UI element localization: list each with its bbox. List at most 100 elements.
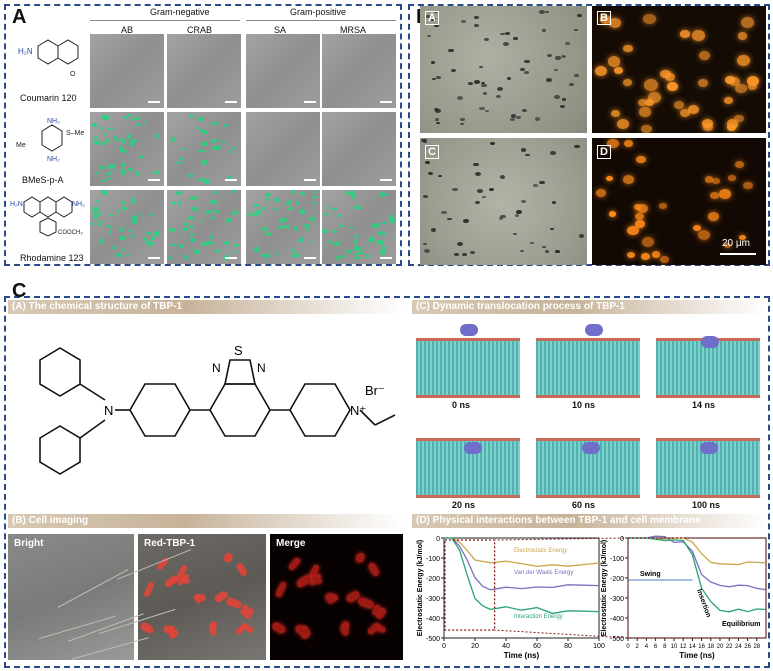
particle <box>667 81 679 91</box>
green-bacterium <box>194 127 200 130</box>
green-bacterium <box>150 235 155 240</box>
tbp1-nplus: N⁺ <box>350 403 366 418</box>
scale-bar <box>380 179 392 181</box>
green-bacterium <box>299 191 305 195</box>
particle <box>738 234 746 240</box>
green-bacterium <box>106 172 112 175</box>
green-bacterium <box>168 228 175 233</box>
particle <box>431 77 436 81</box>
md-snapshot-2 <box>652 320 764 398</box>
green-bacterium <box>121 171 127 175</box>
tbp1-n-right: N <box>257 361 266 375</box>
particle <box>553 68 558 72</box>
x-tick-label: 20 <box>471 643 479 650</box>
x-tick-label: 12 <box>680 644 687 650</box>
particle <box>483 38 489 42</box>
particle <box>474 171 481 176</box>
green-bacterium <box>231 210 239 215</box>
green-bacterium <box>224 254 229 259</box>
green-bacterium <box>354 245 360 251</box>
header-interactions: (D) Physical interactions between TBP-1 … <box>412 514 766 528</box>
green-bacterium <box>117 209 121 213</box>
particle <box>641 252 651 260</box>
y-tick-label: 0 <box>620 536 624 543</box>
particle <box>704 176 714 183</box>
green-bacterium <box>119 137 126 143</box>
green-bacterium <box>337 213 341 217</box>
particle <box>607 56 621 67</box>
green-bacterium <box>232 244 240 247</box>
particle <box>430 228 437 232</box>
green-bacterium <box>176 190 183 196</box>
particle <box>519 67 526 72</box>
green-bacterium <box>283 225 290 229</box>
tbp1-structure: N S N N N⁺ Br⁻ <box>39 343 396 475</box>
green-bacterium <box>198 149 205 152</box>
x-tick-label: 0 <box>442 643 446 650</box>
compound-label-rhodamine: Rhodamine 123 <box>20 253 84 263</box>
col-label-mrsa: MRSA <box>340 25 367 35</box>
particle <box>467 82 473 86</box>
green-bacterium <box>101 114 105 117</box>
green-bacterium <box>127 228 132 232</box>
green-bacterium <box>334 255 339 261</box>
green-bacterium <box>247 213 253 217</box>
micrograph-a-r2-c0 <box>90 190 164 264</box>
green-bacterium <box>111 245 117 250</box>
green-bacterium <box>350 226 355 230</box>
label-merge: Merge <box>276 538 306 549</box>
particle <box>503 41 509 46</box>
green-bacterium <box>382 221 387 224</box>
particle <box>573 73 580 77</box>
green-bacterium <box>143 237 147 242</box>
tbp1-molecule <box>584 324 603 336</box>
green-bacterium <box>120 162 126 168</box>
green-bacterium <box>101 179 107 182</box>
green-bacterium <box>121 207 128 210</box>
green-bacterium <box>131 139 138 144</box>
x-tick-label: 2 <box>636 644 640 650</box>
header-translocation: (C) Dynamic translocation process of TBP… <box>412 300 766 314</box>
label-bright: Bright <box>14 538 44 549</box>
particle <box>452 187 458 192</box>
green-bacterium <box>379 250 387 255</box>
particle <box>425 161 431 165</box>
particle <box>481 82 486 85</box>
particle <box>569 83 575 87</box>
particle <box>636 156 646 164</box>
micrograph-a-r1-c3 <box>322 112 396 186</box>
particle <box>504 31 511 36</box>
particle <box>687 105 699 115</box>
particle <box>519 250 524 253</box>
particle <box>734 83 747 94</box>
green-bacterium <box>265 232 271 236</box>
particle <box>500 32 505 35</box>
col-label-sa: SA <box>274 25 287 35</box>
compound-label-coumarin: Coumarin 120 <box>20 93 77 103</box>
green-bacterium <box>178 244 184 248</box>
col-label-crab: CRAB <box>187 25 213 35</box>
green-bacterium <box>261 254 266 258</box>
lipid-bilayer <box>416 338 520 398</box>
green-bacterium <box>389 219 396 223</box>
x-tick-label: 100 <box>593 643 605 650</box>
particle <box>561 55 567 59</box>
particle <box>576 13 582 17</box>
green-bacterium <box>104 138 111 143</box>
green-bacterium <box>127 113 132 117</box>
particle <box>434 118 440 121</box>
particle <box>424 249 431 254</box>
header-structure: (A) The chemical structure of TBP-1 <box>8 300 403 314</box>
md-snapshot-1 <box>532 320 644 398</box>
particle <box>422 140 427 143</box>
green-bacterium <box>353 253 359 256</box>
particle <box>634 213 645 221</box>
green-bacterium <box>97 212 102 216</box>
green-bacterium <box>337 224 345 227</box>
green-bacterium <box>129 234 135 238</box>
legend-label: Electrostatic Energy <box>514 548 567 554</box>
particle <box>658 202 668 210</box>
green-bacterium <box>199 129 205 133</box>
green-bacterium <box>118 149 125 153</box>
series-line-2 <box>628 537 767 613</box>
